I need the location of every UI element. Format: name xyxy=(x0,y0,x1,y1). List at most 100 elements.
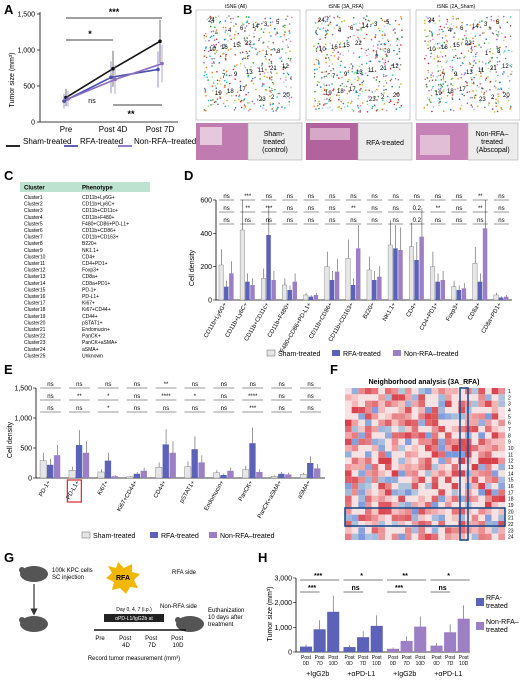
heatmap-cell xyxy=(391,483,399,490)
tsne-point xyxy=(490,15,493,18)
tsne-point xyxy=(429,19,431,22)
tsne-point xyxy=(495,21,498,24)
tsne-point xyxy=(249,68,251,71)
tsne-point xyxy=(442,90,445,93)
tsne-point xyxy=(478,21,481,23)
tsne-point xyxy=(398,48,401,50)
tsne-point xyxy=(269,24,272,27)
tsne-point xyxy=(374,57,377,59)
tsne-point xyxy=(259,105,262,107)
tsne-point xyxy=(210,99,212,102)
tsne-point xyxy=(339,53,342,55)
significance-label: ns xyxy=(456,218,462,224)
significance-label: ns xyxy=(266,194,272,200)
tsne-point xyxy=(451,59,454,62)
heatmap-cell xyxy=(498,445,505,452)
heatmap-cell xyxy=(351,514,359,521)
bar xyxy=(68,470,76,479)
x-tick-label: CD11b+F480+ xyxy=(267,302,292,339)
heatmap-cell xyxy=(431,438,439,445)
tsne-point xyxy=(497,100,499,102)
heatmap-cell xyxy=(398,426,405,433)
tsne-point xyxy=(286,92,289,94)
bar xyxy=(250,285,255,300)
tsne-point xyxy=(259,73,262,75)
tsne-point xyxy=(286,44,289,46)
heatmap-cell xyxy=(438,464,445,471)
tsne-point xyxy=(252,77,254,80)
table-cell-cluster: Cluster17 xyxy=(24,301,46,307)
heatmap-cell xyxy=(365,495,372,502)
tsne-point xyxy=(243,108,246,110)
tsne-point xyxy=(352,66,354,68)
tsne-point xyxy=(470,51,473,54)
bar xyxy=(97,471,105,479)
heatmap-cell xyxy=(485,457,492,464)
heatmap-cell xyxy=(411,508,419,515)
tsne-point xyxy=(400,83,402,85)
tsne-point xyxy=(496,63,499,66)
cluster-number: 22 xyxy=(465,41,472,47)
tsne-point xyxy=(268,47,270,50)
bar xyxy=(111,476,119,478)
tsne-point xyxy=(230,74,233,76)
heatmap-row-label: 17 xyxy=(508,490,514,496)
heatmap-cell xyxy=(485,502,492,509)
heatmap-cell xyxy=(438,445,445,452)
tsne-point xyxy=(287,57,290,60)
heatmap-cell xyxy=(378,464,385,471)
table-cell-cluster: Cluster8 xyxy=(24,241,43,247)
tsne-point xyxy=(426,97,429,99)
cluster-number: 15 xyxy=(233,43,240,49)
heatmap-cell xyxy=(451,527,459,534)
nonrfa-side-label: Non-RFA side xyxy=(160,604,198,610)
heatmap-cell xyxy=(385,470,392,477)
tsne-point xyxy=(498,46,501,49)
x-tick-label: CD4+ xyxy=(406,302,419,319)
tsne-point xyxy=(377,27,380,30)
cluster-number: 19 xyxy=(325,91,332,97)
tsne-point xyxy=(487,76,489,78)
tsne-point xyxy=(313,105,316,108)
tsne-point xyxy=(430,94,433,97)
tsne-point xyxy=(441,55,444,58)
heatmap-cell xyxy=(418,483,425,490)
tsne-point xyxy=(384,50,386,53)
tsne-point xyxy=(507,95,510,98)
heatmap-cell xyxy=(365,394,372,401)
bar xyxy=(75,445,83,478)
tsne-point xyxy=(217,41,220,44)
tsne-point xyxy=(394,77,397,80)
significance-label: ns xyxy=(393,218,399,224)
heatmap-cell xyxy=(451,508,459,515)
tsne-point xyxy=(472,37,474,39)
tsne-point xyxy=(272,83,275,86)
tsne-point xyxy=(360,27,362,29)
heatmap-row-label: 11 xyxy=(508,452,513,458)
heatmap-cell xyxy=(345,407,352,414)
bar xyxy=(184,466,192,479)
tsne-point xyxy=(336,94,338,96)
significance-label: ns xyxy=(435,194,441,200)
tsne-point xyxy=(423,106,426,109)
heatmap-cell xyxy=(378,483,385,490)
tsne-point xyxy=(432,75,435,77)
panel-h-label: H xyxy=(258,550,267,565)
tsne-point xyxy=(341,82,344,85)
heatmap-cell xyxy=(371,426,379,433)
tsne-point xyxy=(471,106,474,108)
tsne-point xyxy=(355,90,358,92)
tsne-point xyxy=(285,18,287,21)
heatmap-cell xyxy=(365,508,372,515)
tsne-point xyxy=(364,51,367,54)
significance-label: *** xyxy=(244,194,252,200)
tsne-point xyxy=(258,95,261,97)
table-cell-cluster: Cluster22 xyxy=(24,334,46,340)
tsne-point xyxy=(351,108,354,111)
heatmap-cell xyxy=(345,489,352,496)
x-tick-label: 7D xyxy=(360,661,367,667)
heatmap-cell xyxy=(418,413,425,420)
y-tick-label: 1,000 xyxy=(17,48,35,55)
heatmap-cell xyxy=(358,495,365,502)
tsne-point xyxy=(225,45,227,47)
